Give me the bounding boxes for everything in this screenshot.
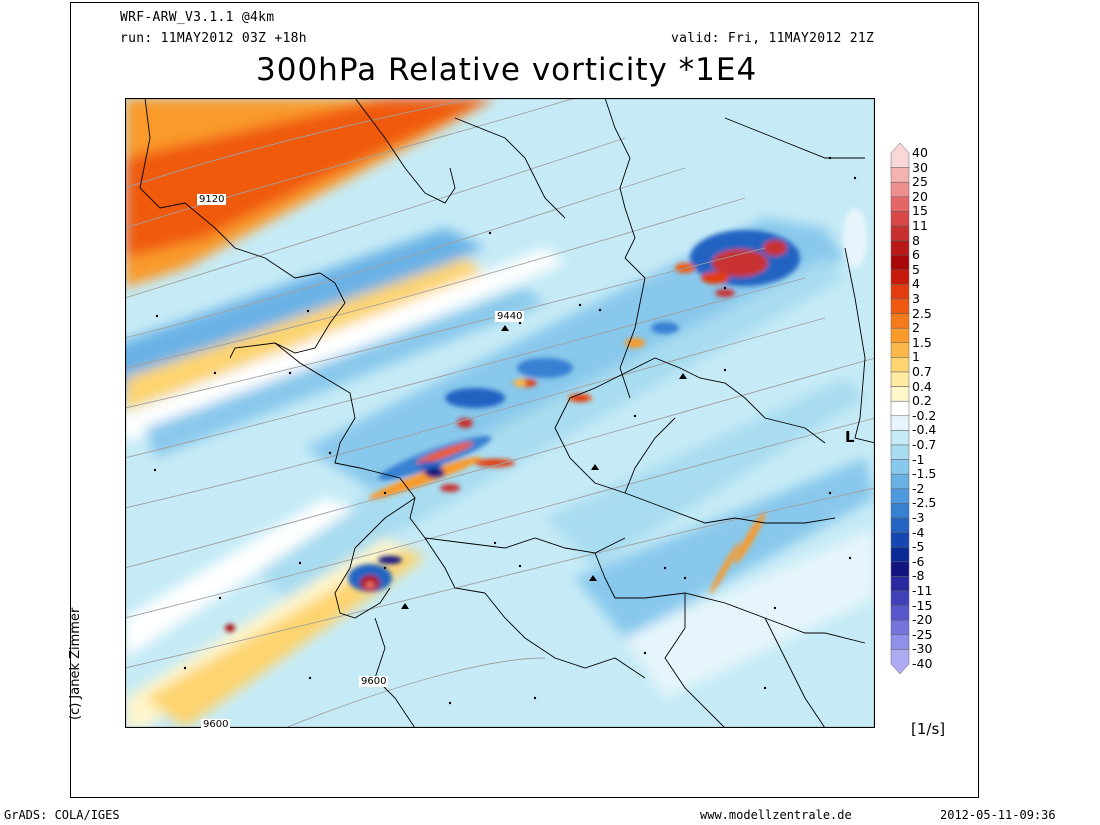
plot-frame xyxy=(70,2,979,798)
legend-swatch xyxy=(890,357,910,373)
legend-swatch xyxy=(890,605,910,621)
legend-swatch xyxy=(890,371,910,387)
legend-tick-label: 4 xyxy=(912,276,920,292)
legend-tick-label: 5 xyxy=(912,261,920,277)
legend-swatch xyxy=(890,254,910,271)
country-borders xyxy=(139,98,875,728)
units-label: [1/s] xyxy=(911,720,946,738)
vorticity-map xyxy=(125,98,875,728)
legend-tick-label: -15 xyxy=(912,597,933,613)
legend-tick-label: 2 xyxy=(912,320,920,336)
legend-swatch xyxy=(890,415,910,431)
legend-swatch xyxy=(890,473,910,490)
footer-left: GrADS: COLA/IGES xyxy=(4,808,120,822)
legend-swatch xyxy=(890,143,910,168)
legend-swatch xyxy=(890,546,910,563)
legend-tick-label: 25 xyxy=(912,174,928,190)
legend-tick-label: -30 xyxy=(912,641,933,657)
legend-tick-label: 30 xyxy=(912,159,928,175)
legend-tick-label: 6 xyxy=(912,247,920,263)
legend-tick-label: -0.7 xyxy=(912,437,937,452)
legend-tick-label: -11 xyxy=(912,583,933,598)
low-pressure-symbol: L xyxy=(845,428,855,446)
legend-tick-label: -2 xyxy=(912,480,925,496)
legend-swatch xyxy=(890,196,910,212)
legend-swatch xyxy=(890,211,910,227)
contour-label-3: 9600 xyxy=(359,676,389,687)
legend-swatch xyxy=(890,342,910,358)
map-border xyxy=(125,98,875,728)
footer-website: www.modellzentrale.de xyxy=(700,808,852,822)
legend-swatch xyxy=(890,298,910,314)
contour-label-4: 9600 xyxy=(201,719,231,730)
legend-swatch xyxy=(890,561,910,577)
legend-swatch xyxy=(890,181,910,198)
legend-swatch xyxy=(890,400,910,417)
legend-tick-label: 3 xyxy=(912,291,920,306)
legend-tick-label: 2.5 xyxy=(912,305,932,321)
legend-tick-label: -0.2 xyxy=(912,407,937,423)
legend-swatch xyxy=(890,240,910,256)
legend-swatch xyxy=(890,459,910,475)
color-legend xyxy=(890,143,910,674)
run-label: run: 11MAY2012 03Z +18h xyxy=(120,31,307,46)
legend-swatch xyxy=(890,284,910,300)
legend-tick-label: 0.4 xyxy=(912,378,932,394)
geopotential-contours xyxy=(125,98,875,728)
legend-tick-label: 1 xyxy=(912,349,920,365)
legend-tick-label: -25 xyxy=(912,626,933,642)
legend-tick-label: 40 xyxy=(912,145,928,160)
legend-tick-label: -8 xyxy=(912,568,925,584)
legend-swatch xyxy=(890,313,910,329)
legend-tick-label: 1.5 xyxy=(912,334,932,350)
legend-swatch xyxy=(890,590,910,606)
legend-tick-label: 15 xyxy=(912,203,928,219)
author-credit: (c) Janek Zimmer xyxy=(68,607,83,720)
legend-swatch xyxy=(890,327,910,344)
legend-tick-label: -0.4 xyxy=(912,422,937,438)
footer-timestamp: 2012-05-11-09:36 xyxy=(940,808,1056,822)
legend-swatch xyxy=(890,619,910,636)
legend-tick-label: 8 xyxy=(912,232,920,248)
legend-swatch xyxy=(890,576,910,592)
legend-tick-label: -4 xyxy=(912,524,925,540)
legend-swatch xyxy=(890,634,910,650)
legend-swatch xyxy=(890,269,910,285)
legend-tick-label: -5 xyxy=(912,539,925,555)
contour-label-2: 9440 xyxy=(495,311,525,322)
legend-swatch xyxy=(890,503,910,519)
contour-label-1: 9120 xyxy=(197,194,227,205)
legend-swatch xyxy=(890,430,910,446)
vorticity-field-broad xyxy=(125,98,875,728)
summit-markers xyxy=(401,325,687,609)
model-label: WRF-ARW_V3.1.1 @4km xyxy=(120,10,275,25)
legend-tick-label: -6 xyxy=(912,553,925,569)
legend-tick-label: -1.5 xyxy=(912,466,937,482)
legend-tick-label: -1 xyxy=(912,451,925,467)
legend-swatch xyxy=(890,167,910,183)
legend-tick-label: 0.7 xyxy=(912,364,932,379)
legend-swatch xyxy=(890,517,910,533)
legend-tick-label: 20 xyxy=(912,188,928,204)
legend-swatch xyxy=(890,532,910,548)
legend-tick-label: 11 xyxy=(912,218,928,233)
legend-swatch xyxy=(890,225,910,241)
legend-tick-label: -2.5 xyxy=(912,495,937,511)
legend-tick-label: -20 xyxy=(912,612,933,628)
map-title: 300hPa Relative vorticity *1E4 xyxy=(256,52,758,88)
valid-label: valid: Fri, 11MAY2012 21Z xyxy=(671,31,875,46)
legend-swatch xyxy=(890,386,910,402)
legend-swatch xyxy=(890,444,910,460)
legend-tick-label: 0.2 xyxy=(912,393,932,409)
legend-swatch xyxy=(890,488,910,504)
legend-swatch xyxy=(890,649,910,674)
legend-tick-label: -3 xyxy=(912,510,925,525)
station-dots xyxy=(153,156,857,705)
legend-tick-label: -40 xyxy=(912,656,933,671)
vorticity-field-fine xyxy=(225,208,867,632)
